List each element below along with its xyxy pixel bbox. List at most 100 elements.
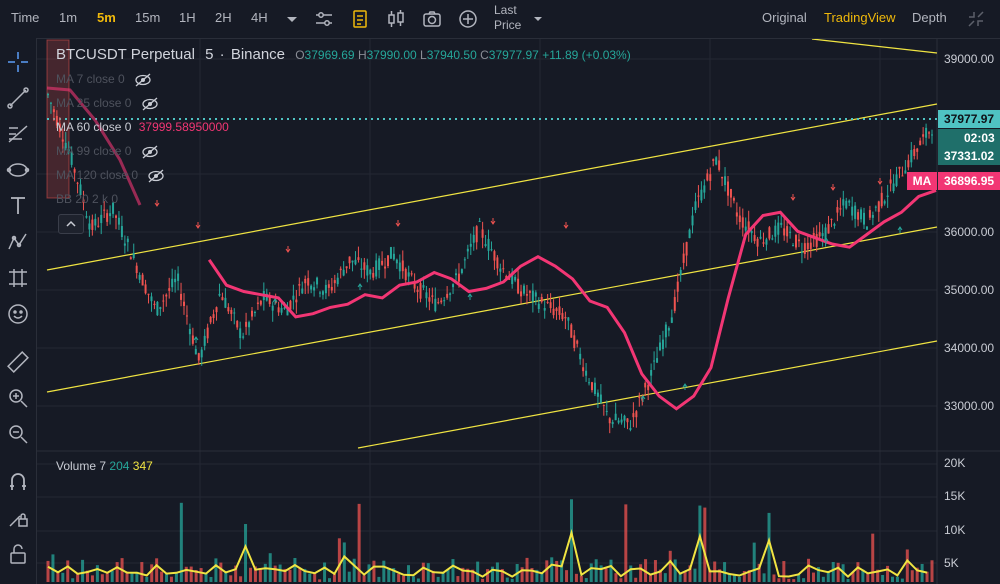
candle-body <box>268 295 271 305</box>
candle-body <box>898 166 901 169</box>
eye-hidden-icon[interactable] <box>141 145 159 159</box>
volume-bar <box>510 578 514 582</box>
last-price-tag: 37977.97 <box>938 110 1000 128</box>
emoji-icon[interactable] <box>6 302 30 326</box>
volume-bar <box>288 569 292 582</box>
volume-bar <box>856 562 860 582</box>
price-axis-label: 33000.00 <box>944 399 995 413</box>
candle-body <box>236 320 239 328</box>
candle-body <box>777 222 780 235</box>
volume-bar <box>718 569 722 582</box>
volume-bar <box>160 571 164 582</box>
volume-bar <box>762 573 766 582</box>
volume-bar <box>263 563 267 582</box>
shape-tool-icon[interactable] <box>6 158 30 182</box>
indicator-ma7[interactable]: MA 7 close 0 <box>56 72 152 87</box>
candle-body <box>916 148 919 152</box>
volume-axis-label: 15K <box>944 489 966 503</box>
candle-body <box>221 297 224 301</box>
candle-body <box>126 238 129 243</box>
interval-1h[interactable]: 1H <box>179 10 196 25</box>
candle-body <box>310 285 313 290</box>
volume-bar <box>471 569 475 582</box>
ma-axis-label: MA <box>907 172 937 190</box>
ruler-icon[interactable] <box>6 350 30 374</box>
volume-bar <box>372 560 376 582</box>
volume-bar <box>347 571 351 582</box>
volume-bar <box>535 569 539 582</box>
candle-body <box>144 284 147 294</box>
candle-body <box>892 183 895 192</box>
pattern-tool-icon[interactable] <box>6 230 30 254</box>
candle-body <box>245 321 248 327</box>
volume-bar <box>698 505 702 582</box>
zoom-in-icon[interactable] <box>6 386 30 410</box>
candle-body <box>79 184 82 196</box>
indicator-ma99[interactable]: MA 99 close 0 <box>56 144 159 159</box>
text-tool-icon[interactable] <box>6 194 30 218</box>
volume-bar <box>66 560 70 582</box>
interval-1m[interactable]: 1m <box>59 10 78 25</box>
trend-line-icon[interactable] <box>6 86 30 110</box>
prediction-tool-icon[interactable] <box>6 266 30 290</box>
candle-body <box>499 268 502 272</box>
candle-body <box>886 195 889 198</box>
candle-body <box>549 302 552 309</box>
view-original[interactable]: Original <box>762 10 807 25</box>
volume-bar <box>169 576 173 582</box>
volume-legend[interactable]: Volume 7 204 347 <box>56 459 153 473</box>
last-price-caret-icon[interactable] <box>528 9 548 29</box>
magnet-icon[interactable] <box>6 470 30 494</box>
unlock-icon[interactable] <box>6 542 30 566</box>
last-price-dropdown[interactable]: Last Price <box>494 3 521 33</box>
symbol-interval: 5 <box>205 46 214 63</box>
eye-hidden-icon[interactable] <box>147 169 165 183</box>
interval-4h[interactable]: 4H <box>251 10 268 25</box>
volume-bar <box>179 502 183 582</box>
fib-retracement-icon[interactable] <box>6 122 30 146</box>
time-label[interactable]: Time <box>11 10 40 25</box>
candle-body <box>416 289 419 292</box>
candle-body <box>333 280 336 284</box>
indicator-ma120[interactable]: MA 120 close 0 <box>56 168 165 183</box>
indicator-settings-icon[interactable] <box>314 9 334 29</box>
collapse-indicators-button[interactable] <box>58 214 84 234</box>
volume-bar <box>377 576 381 582</box>
candle-body <box>452 284 455 288</box>
more-intervals-caret-icon[interactable] <box>282 9 302 29</box>
candle-body <box>567 317 570 321</box>
interval-15m[interactable]: 15m <box>135 10 161 25</box>
candle-body <box>703 185 706 193</box>
volume-bar <box>150 564 154 582</box>
zoom-out-icon[interactable] <box>6 422 30 446</box>
eye-hidden-icon[interactable] <box>141 97 159 111</box>
candle-body <box>632 413 635 418</box>
interval-5m[interactable]: 5m <box>97 10 116 25</box>
last-price-line2: Price <box>494 18 522 32</box>
volume-bar <box>244 524 248 582</box>
candle-body <box>91 219 94 230</box>
indicator-bb[interactable]: BB 20 2 k 0 <box>56 192 119 206</box>
indicator-ma60[interactable]: MA 60 close 0 37999.58950000 <box>56 120 229 134</box>
view-depth[interactable]: Depth <box>912 10 947 25</box>
volume-bar <box>629 565 633 582</box>
fullscreen-collapse-icon[interactable] <box>966 9 986 29</box>
add-plus-icon[interactable] <box>458 9 478 29</box>
interval-2h[interactable]: 2H <box>215 10 232 25</box>
symbol-name[interactable]: BTCUSDT Perpetual <box>56 46 195 63</box>
camera-icon[interactable] <box>422 9 442 29</box>
indicators-icon[interactable] <box>350 9 370 29</box>
lock-drawings-icon[interactable] <box>6 506 30 530</box>
volume-bar <box>693 568 697 582</box>
candle-body <box>685 242 688 256</box>
indicator-ma25[interactable]: MA 25 close 0 <box>56 96 159 111</box>
crosshair-icon[interactable] <box>6 50 30 74</box>
chart-type-candle-icon[interactable] <box>386 9 406 29</box>
view-tradingview[interactable]: TradingView <box>824 10 896 25</box>
candle-body <box>528 291 531 293</box>
volume-bar <box>239 576 243 582</box>
volume-bar <box>456 576 460 582</box>
eye-hidden-icon[interactable] <box>134 73 152 87</box>
